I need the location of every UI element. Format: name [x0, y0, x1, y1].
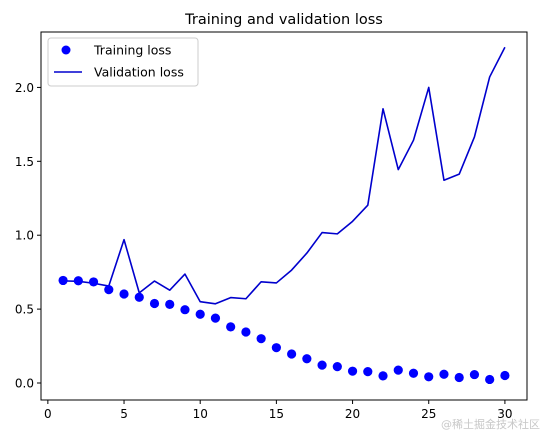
training-loss-point	[363, 367, 373, 377]
legend-label-training-loss: Training loss	[93, 43, 171, 58]
training-loss-point	[119, 289, 129, 299]
chart-title: Training and validation loss	[184, 12, 383, 28]
plot-frame	[40, 31, 528, 401]
plot-layer	[58, 46, 510, 385]
training-loss-point	[408, 368, 419, 378]
training-loss-point	[454, 372, 464, 383]
training-loss-point	[180, 305, 190, 315]
training-loss-point	[302, 354, 312, 364]
training-loss-point	[469, 369, 480, 380]
legend: Training loss Validation loss	[47, 37, 199, 87]
training-loss-point	[241, 327, 251, 337]
training-loss-point	[485, 374, 495, 385]
x-tick-label: 20	[345, 407, 360, 421]
training-loss-point	[424, 372, 434, 382]
training-loss-point	[226, 322, 236, 332]
y-tick-label: 1.5	[15, 155, 34, 169]
training-loss-point	[149, 298, 160, 309]
training-loss-point	[347, 366, 358, 376]
y-tick-label: 0.5	[15, 303, 34, 317]
training-loss-point	[88, 277, 99, 287]
training-loss-point	[287, 349, 297, 359]
watermark: @稀土掘金技术社区	[441, 417, 540, 431]
x-tick-label: 25	[421, 407, 436, 421]
training-loss-point	[195, 309, 205, 319]
legend-label-validation-loss: Validation loss	[94, 65, 184, 80]
legend-marker-training-loss	[61, 45, 71, 55]
training-loss-point	[439, 369, 449, 379]
x-tick-label: 0	[44, 407, 52, 421]
x-tick-label: 10	[193, 407, 208, 421]
training-loss-point	[271, 343, 281, 353]
training-loss-point	[165, 299, 175, 309]
training-loss-point	[58, 275, 68, 286]
training-loss-point	[73, 276, 83, 286]
x-axis-ticks: 0 5 10 15 20 25 30	[44, 400, 513, 421]
training-loss-point	[256, 334, 266, 344]
training-loss-point	[104, 285, 114, 295]
training-loss-point	[378, 371, 388, 381]
training-loss-point	[210, 313, 221, 323]
x-tick-label: 5	[120, 407, 128, 421]
y-tick-label: 0.0	[15, 377, 34, 391]
training-loss-point	[393, 365, 403, 375]
training-loss-point	[317, 360, 327, 370]
validation-loss-line	[63, 46, 506, 305]
y-tick-label: 1.0	[15, 229, 34, 243]
legend-box	[47, 37, 199, 87]
training-loss-point	[500, 370, 510, 381]
x-tick-label: 30	[497, 407, 512, 421]
x-tick-label: 15	[269, 407, 284, 421]
y-tick-label: 2.0	[15, 81, 34, 95]
y-axis-ticks: 0.0 0.5 1.0 1.5 2.0	[15, 81, 41, 391]
training-loss-point	[332, 361, 342, 372]
training-loss-point	[134, 292, 144, 302]
